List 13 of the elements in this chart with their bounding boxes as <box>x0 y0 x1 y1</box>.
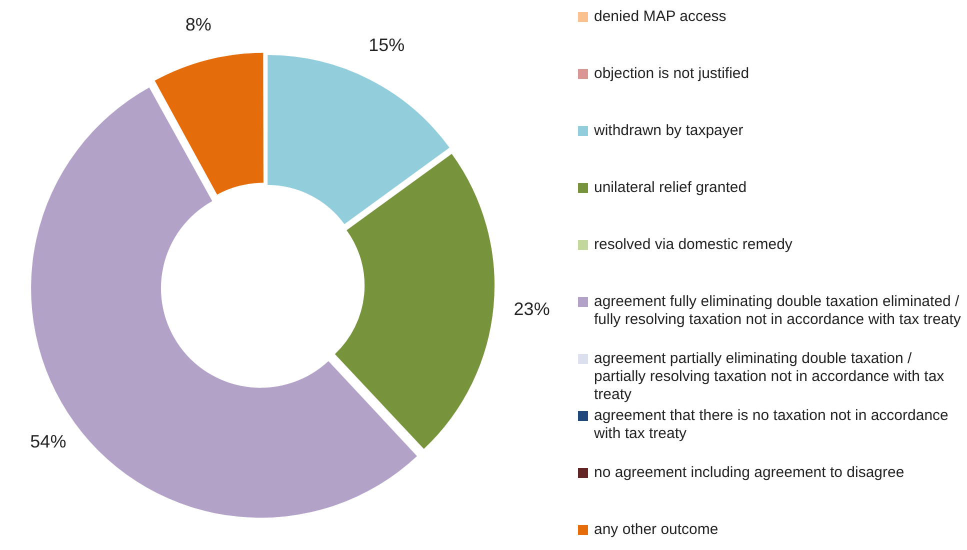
data-label: 15% <box>368 35 405 56</box>
legend-label: resolved via domestic remedy <box>594 236 792 254</box>
legend-label: any other outcome <box>594 521 718 539</box>
data-label: 8% <box>185 14 212 34</box>
legend-label: denied MAP access <box>594 8 726 26</box>
data-label: 23% <box>514 299 550 320</box>
legend-label: withdrawn by taxpayer <box>594 122 744 140</box>
legend-label: agreement that there is no taxation not in accordance with tax treaty <box>594 407 950 443</box>
legend-label: unilateral relief granted <box>594 179 747 197</box>
legend-label: no agreement including agreement to disagree <box>594 464 904 482</box>
legend-label: agreement fully eliminating double taxation eliminated / fully resolving taxation not in accordance with tax treaty <box>594 293 962 329</box>
data-label: 54% <box>30 431 66 452</box>
legend-label: objection is not justified <box>594 65 750 83</box>
